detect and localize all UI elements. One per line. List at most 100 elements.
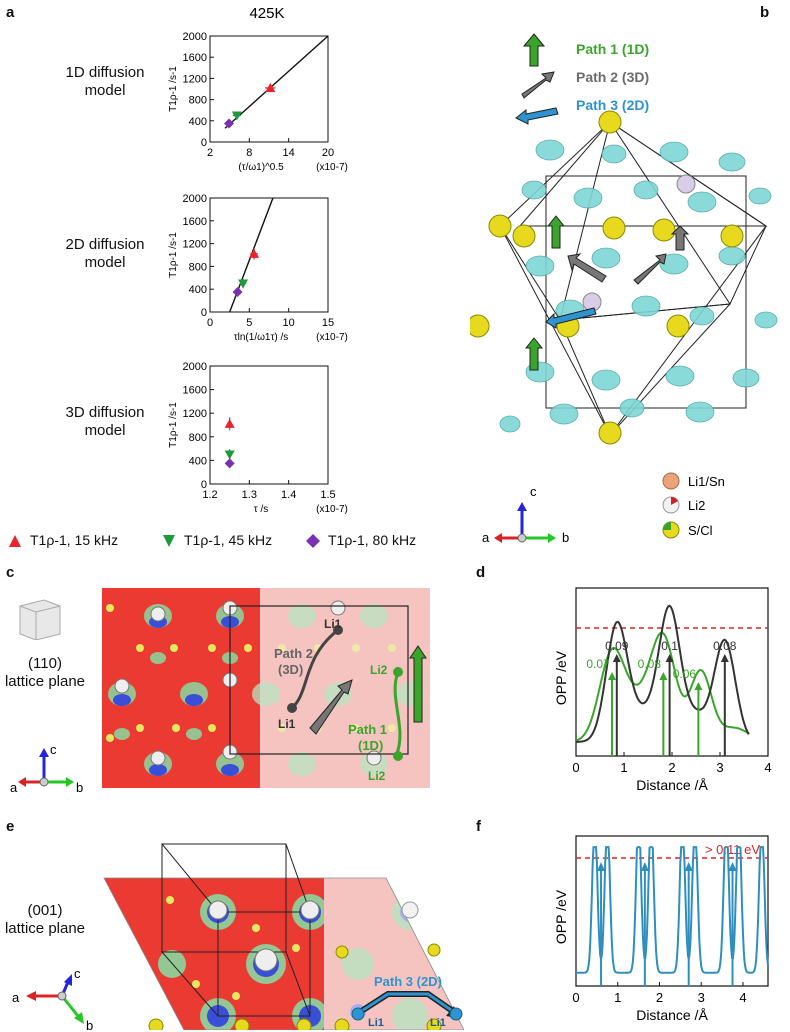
svg-text:a: a xyxy=(10,780,18,795)
path1-arrow-upper xyxy=(546,215,566,249)
panel-e-map: Path 3 (2D) Li1 Li1 xyxy=(103,843,464,1030)
x-tick-label: 1.2 xyxy=(202,489,217,501)
y-tick-label: 800 xyxy=(189,432,207,444)
peak-arrowhead xyxy=(659,672,668,680)
y-tick-label: 400 xyxy=(189,284,207,296)
y-tick-label: 2000 xyxy=(183,193,207,205)
legend-label-80khz: T1ρ-1, 80 kHz xyxy=(328,532,417,548)
plot-frame xyxy=(575,835,769,987)
li2-bottom-node xyxy=(393,751,403,761)
x-tick-label: 2 xyxy=(656,990,663,1005)
isosurface-density xyxy=(499,139,778,433)
chart-1d-diffusion: 0 400 800 1200 1600 2000 2 8 14 20 (τ/ω1)^0.5 (x10-… xyxy=(168,31,348,173)
axes-triad-b: c a b xyxy=(482,484,569,545)
y-tick-label: 800 xyxy=(189,261,207,273)
x-tick-label: 1 xyxy=(614,990,621,1005)
plot-frame xyxy=(209,197,329,313)
peak-label: 0.09 xyxy=(605,639,629,653)
y-tick-label: 1600 xyxy=(183,385,207,397)
path-legend: Path 1 (1D) Path 2 (3D) Path 3 (2D) xyxy=(515,33,649,125)
x-tick-label: 1.3 xyxy=(242,489,257,501)
panel-label-a: a xyxy=(6,4,15,21)
y-axis-label: OPP /eV xyxy=(553,889,569,944)
opp-curve xyxy=(576,846,769,974)
legend-label-45khz: T1ρ-1, 45 kHz xyxy=(184,532,273,548)
peak-label: 0.1 xyxy=(661,639,678,653)
li1-top-label: Li1 xyxy=(324,617,342,631)
path1-label-line2: (1D) xyxy=(358,738,383,753)
y-tick-label: 400 xyxy=(189,455,207,467)
x-axis-label: Distance /Å xyxy=(636,1007,708,1023)
path2-arrow-center xyxy=(633,253,667,285)
y-axis-label: OPP /eV xyxy=(553,650,569,705)
x-tick-label: 8 xyxy=(246,147,252,159)
x-tick-label: 3 xyxy=(716,760,723,775)
path1-label-line1: Path 1 xyxy=(348,722,387,737)
li1-top-node xyxy=(333,625,343,635)
panel-c-map: Li1 Li1 Li2 Li2 Path 2 (3D) Path 1 (1D) xyxy=(102,588,430,788)
legend-marker-80khz xyxy=(306,534,320,548)
li1-sn-marker xyxy=(662,472,680,490)
legend-label-15khz: T1ρ-1, 15 kHz xyxy=(30,532,119,548)
y-axis-label: T1ρ-1 /s-1 xyxy=(168,66,179,112)
path1-legend-arrow xyxy=(522,33,546,67)
fit-line xyxy=(224,35,329,129)
peak-label: 0.08 xyxy=(713,639,737,653)
path2-arrow-left xyxy=(567,253,607,283)
x-axis-label: (τ/ω1)^0.5 xyxy=(238,162,284,173)
x-tick-label: 1 xyxy=(620,760,627,775)
x-tick-label: 15 xyxy=(322,317,334,329)
y-tick-label: 800 xyxy=(189,95,207,107)
y-tick-label: 0 xyxy=(201,307,207,319)
s-cl-atoms xyxy=(470,110,744,445)
x-axis-label: τ /s xyxy=(254,504,269,515)
path2-arrow-right xyxy=(670,225,690,251)
data-point xyxy=(231,111,242,121)
x-axis-unit: (x10-7) xyxy=(316,332,348,343)
plane-label-110: (110) lattice plane xyxy=(4,655,86,690)
chart-title-temperature: 425K xyxy=(249,5,284,22)
data-point xyxy=(224,418,235,428)
y-tick-label: 2000 xyxy=(183,361,207,373)
y-axis-label: T1ρ-1 /s-1 xyxy=(168,232,179,278)
li-atom-spheres-e xyxy=(208,900,419,972)
model-label-1d: 1D diffusion model xyxy=(65,64,145,99)
y-tick-label: 1600 xyxy=(183,52,207,64)
path1-trajectory xyxy=(393,671,402,757)
x-tick-label: 2 xyxy=(668,760,675,775)
data-point xyxy=(224,450,235,460)
panel-label-e: e xyxy=(6,818,15,835)
path1-legend-label: Path 1 (1D) xyxy=(576,41,649,57)
li1-right-node xyxy=(449,1007,463,1021)
path3-arrow xyxy=(545,307,597,329)
y-tick-label: 400 xyxy=(189,116,207,128)
x-tick-label: 10 xyxy=(283,317,295,329)
x-tick-label: 1.5 xyxy=(320,489,335,501)
legend-marker-45khz xyxy=(163,535,175,547)
legend-marker-15khz xyxy=(9,535,21,547)
path3-label: Path 3 (2D) xyxy=(374,974,442,989)
data-point xyxy=(249,248,260,258)
path2-arrow xyxy=(309,679,353,735)
path2-legend-arrow xyxy=(521,71,555,99)
x-axis-label: τln(1/ω1τ) /s xyxy=(234,332,289,343)
peak-arrowhead xyxy=(597,862,606,871)
y-tick-label: 1200 xyxy=(183,73,207,85)
data-point xyxy=(265,82,276,92)
peak-arrowhead xyxy=(640,862,649,871)
y-axis-label: T1ρ-1 /s-1 xyxy=(168,402,179,448)
x-tick-label: 2 xyxy=(207,147,213,159)
data-point xyxy=(232,287,243,298)
panel-label-f: f xyxy=(476,818,481,835)
panel-b-structure: Path 1 (1D) Path 2 (3D) Path 3 (2D) xyxy=(470,33,778,545)
chart-2d-diffusion: 0 400 800 1200 1600 2000 0 5 10 15 τln(1/ω1τ) /s (x… xyxy=(168,193,348,343)
peak-label: 0.06 xyxy=(673,667,697,681)
li2-top-label: Li2 xyxy=(370,663,388,677)
x-axis-unit: (x10-7) xyxy=(316,162,348,173)
y-tick-label: 1600 xyxy=(183,216,207,228)
li1-left-node xyxy=(351,1007,365,1021)
data-point xyxy=(224,458,235,469)
svg-text:a: a xyxy=(12,990,20,1005)
data-point xyxy=(224,118,235,129)
y-tick-label: 1200 xyxy=(183,239,207,251)
